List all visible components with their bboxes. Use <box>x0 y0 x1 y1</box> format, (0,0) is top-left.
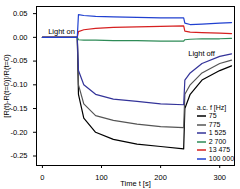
svg-text:Light off: Light off <box>188 49 215 58</box>
html-text:100 000: 100 000 <box>208 154 235 162</box>
html-text:75: 75 <box>208 112 217 119</box>
svg-text:-0.05: -0.05 <box>10 56 27 65</box>
svg-text:-0.10: -0.10 <box>10 80 27 89</box>
svg-text:0.00: 0.00 <box>13 33 28 42</box>
svg-text:200: 200 <box>154 173 167 182</box>
svg-text:-0.20: -0.20 <box>10 128 27 137</box>
svg-text:0.05: 0.05 <box>13 9 28 18</box>
svg-text:Time t [s]: Time t [s] <box>120 179 151 188</box>
svg-text:-0.25: -0.25 <box>10 151 27 160</box>
html-text:2 700: 2 700 <box>208 137 227 145</box>
html-text:13 475: 13 475 <box>208 146 231 153</box>
svg-text:Light on: Light on <box>48 27 75 36</box>
svg-text:[R(t)-R(t=0)]/R(t=0): [R(t)-R(t=0)]/R(t=0) <box>2 54 11 118</box>
svg-text:100: 100 <box>95 173 108 182</box>
html-text:775: 775 <box>208 120 221 128</box>
svg-text:300: 300 <box>213 173 226 182</box>
svg-text:0: 0 <box>40 173 44 182</box>
html-text:a.c. f [Hz]: a.c. f [Hz] <box>196 103 227 111</box>
html-text:1 525: 1 525 <box>208 129 227 136</box>
svg-text:-0.15: -0.15 <box>10 104 27 113</box>
